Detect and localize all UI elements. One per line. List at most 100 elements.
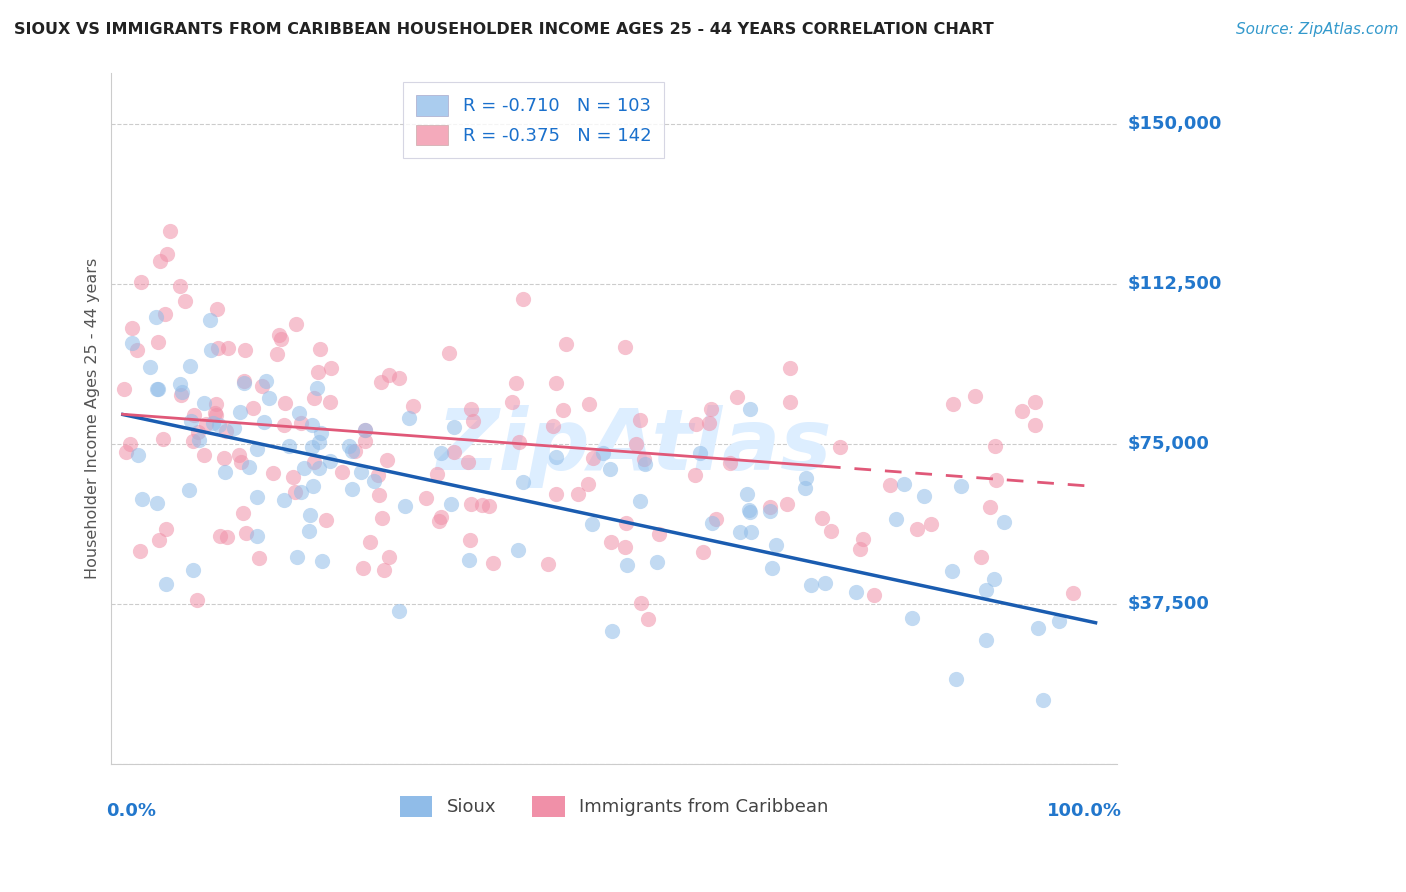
Text: SIOUX VS IMMIGRANTS FROM CARIBBEAN HOUSEHOLDER INCOME AGES 25 - 44 YEARS CORRELA: SIOUX VS IMMIGRANTS FROM CARIBBEAN HOUSE… xyxy=(14,22,994,37)
Text: 100.0%: 100.0% xyxy=(1047,802,1122,820)
Point xyxy=(315,513,337,527)
Point xyxy=(169,388,191,402)
Point xyxy=(170,385,193,400)
Point xyxy=(941,564,963,578)
Point xyxy=(776,496,799,510)
Point xyxy=(273,493,295,508)
Point xyxy=(1024,418,1046,433)
Point xyxy=(637,611,659,625)
Point xyxy=(301,417,323,432)
Point xyxy=(368,488,391,502)
Point xyxy=(145,310,167,324)
Point xyxy=(738,401,761,416)
Y-axis label: Householder Income Ages 25 - 44 years: Householder Income Ages 25 - 44 years xyxy=(86,258,100,579)
Point xyxy=(388,604,411,618)
Point xyxy=(551,403,574,417)
Point xyxy=(235,526,257,541)
Point xyxy=(578,397,600,411)
Point xyxy=(633,451,655,466)
Point xyxy=(302,454,325,468)
Point xyxy=(512,293,534,307)
Point xyxy=(177,483,200,498)
Point xyxy=(153,307,176,321)
Point xyxy=(179,359,201,374)
Point xyxy=(700,516,723,530)
Point xyxy=(628,494,651,508)
Point xyxy=(115,444,138,458)
Point xyxy=(616,558,638,573)
Point xyxy=(402,400,425,414)
Point xyxy=(149,253,172,268)
Point xyxy=(630,596,652,610)
Point xyxy=(974,583,997,598)
Point xyxy=(307,366,329,380)
Point xyxy=(624,437,647,451)
Point xyxy=(274,396,297,410)
Point xyxy=(214,466,236,480)
Point xyxy=(884,512,907,526)
Point xyxy=(508,435,530,450)
Point xyxy=(202,416,225,430)
Point xyxy=(370,375,392,389)
Point xyxy=(121,335,143,350)
Point xyxy=(128,543,150,558)
Point xyxy=(340,443,363,458)
Point xyxy=(852,533,875,547)
Point xyxy=(398,410,420,425)
Text: ZipAtlas: ZipAtlas xyxy=(436,405,832,488)
Point xyxy=(581,451,603,466)
Point xyxy=(257,392,280,406)
Point xyxy=(217,341,239,355)
Point xyxy=(592,446,614,460)
Point xyxy=(983,439,1005,453)
Point xyxy=(146,382,169,396)
Text: $75,000: $75,000 xyxy=(1128,435,1209,453)
Point xyxy=(339,439,361,453)
Point xyxy=(301,479,323,493)
Point xyxy=(443,420,465,434)
Point xyxy=(174,293,197,308)
Point xyxy=(131,492,153,507)
Point xyxy=(905,522,928,536)
Point xyxy=(305,381,328,395)
Point xyxy=(269,328,291,343)
Point xyxy=(599,462,621,476)
Point xyxy=(363,474,385,488)
Point xyxy=(285,550,308,565)
Point xyxy=(986,473,1008,487)
Point xyxy=(233,343,256,358)
Point xyxy=(375,453,398,467)
Point xyxy=(222,421,245,435)
Point xyxy=(993,515,1015,529)
Point xyxy=(614,516,637,531)
Point xyxy=(228,449,250,463)
Point xyxy=(759,504,782,518)
Point xyxy=(443,444,465,458)
Point xyxy=(738,502,761,516)
Point xyxy=(546,376,568,391)
Point xyxy=(689,446,711,460)
Point xyxy=(460,497,482,511)
Point xyxy=(600,535,623,549)
Point xyxy=(728,524,751,539)
Point xyxy=(394,500,416,514)
Point xyxy=(429,509,451,524)
Point xyxy=(849,542,872,557)
Point xyxy=(350,466,373,480)
Point xyxy=(634,457,657,471)
Point xyxy=(735,486,758,500)
Point xyxy=(228,405,250,419)
Point xyxy=(217,530,239,544)
Point xyxy=(340,482,363,496)
Point xyxy=(214,451,236,466)
Point xyxy=(232,506,254,520)
Point xyxy=(159,224,181,238)
Point xyxy=(704,512,727,526)
Point xyxy=(299,508,322,522)
Text: Source: ZipAtlas.com: Source: ZipAtlas.com xyxy=(1236,22,1399,37)
Point xyxy=(127,448,149,462)
Point xyxy=(614,340,637,354)
Point xyxy=(262,466,284,480)
Point xyxy=(139,359,162,374)
Point xyxy=(373,563,395,577)
